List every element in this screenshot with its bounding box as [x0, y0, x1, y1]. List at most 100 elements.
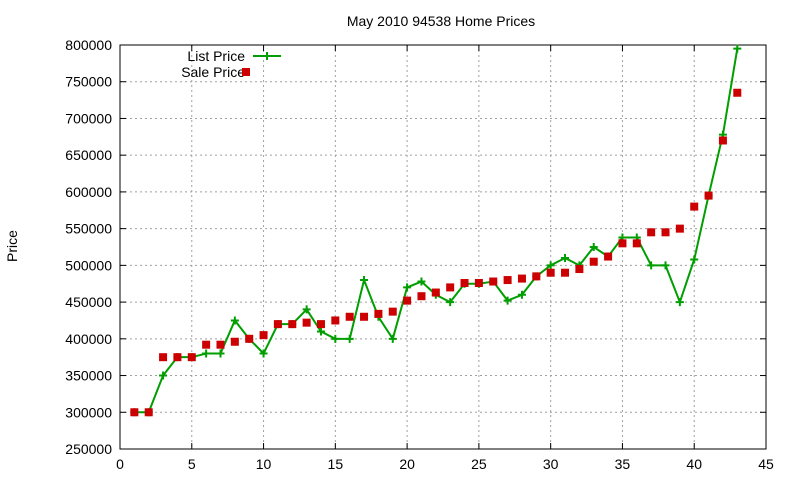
list-price-point — [647, 261, 656, 270]
legend-marker-list-price — [263, 52, 271, 60]
list-price-point — [417, 277, 426, 286]
list-price-point — [446, 298, 455, 307]
series-sale-price — [130, 88, 742, 417]
sale-price-point — [388, 307, 397, 316]
sale-price-point — [632, 239, 641, 248]
y-axis-label: Price — [4, 230, 20, 262]
y-tick-label: 650000 — [65, 147, 112, 163]
sale-price-point — [187, 353, 196, 362]
x-tick-label: 15 — [328, 456, 344, 472]
sale-price-point — [159, 353, 168, 362]
sale-price-point — [675, 224, 684, 233]
x-tick-label: 35 — [615, 456, 631, 472]
grid — [120, 45, 766, 449]
sale-price-point — [144, 408, 153, 417]
sale-price-point — [230, 337, 239, 346]
y-tick-label: 600000 — [65, 184, 112, 200]
sale-price-point — [503, 276, 512, 285]
y-tick-label: 800000 — [65, 37, 112, 53]
sale-price-point — [446, 283, 455, 292]
sale-price-point — [517, 274, 526, 283]
list-price-point — [202, 349, 211, 358]
sale-price-point — [331, 316, 340, 325]
chart-title: May 2010 94538 Home Prices — [347, 13, 535, 29]
axis-ticks: 0 5 10 15 20 25 30 35 40 45 250000 300000 350000 4000… — [65, 37, 774, 472]
legend-label-sale-price: Sale Price — [181, 64, 245, 80]
x-tick-label: 0 — [116, 456, 124, 472]
list-price-point — [589, 243, 598, 251]
list-price-point — [316, 327, 325, 336]
y-tick-label: 450000 — [65, 294, 112, 310]
sale-price-point — [316, 320, 325, 329]
sale-price-point — [460, 278, 469, 287]
list-price-point — [159, 371, 168, 380]
sale-price-point — [690, 202, 699, 211]
sale-price-point — [474, 278, 483, 287]
y-tick-label: 300000 — [65, 404, 112, 420]
y-tick-label: 350000 — [65, 368, 112, 384]
x-tick-label: 40 — [686, 456, 702, 472]
sale-price-point — [704, 191, 713, 200]
y-tick-label: 550000 — [65, 221, 112, 237]
list-price-point — [561, 254, 570, 263]
sale-price-point — [374, 309, 383, 318]
sale-price-point — [288, 320, 297, 329]
sale-price-point — [604, 252, 613, 261]
list-price-point — [690, 255, 699, 264]
sale-price-point — [589, 257, 598, 266]
sale-price-point — [718, 136, 727, 145]
sale-price-point — [360, 312, 369, 321]
list-price-point — [216, 349, 225, 358]
y-tick-label: 400000 — [65, 331, 112, 347]
sale-price-point — [489, 277, 498, 286]
sale-price-point — [532, 272, 541, 281]
list-price-point — [360, 276, 369, 285]
legend-marker-sale-price — [242, 68, 250, 76]
sale-price-point — [345, 312, 354, 321]
sale-price-point — [661, 228, 670, 237]
list-price-point — [503, 296, 512, 305]
list-price-point — [517, 290, 526, 299]
sale-price-point — [259, 331, 268, 340]
x-tick-label: 10 — [256, 456, 272, 472]
plot-frame — [119, 44, 767, 450]
list-price-point — [259, 349, 268, 358]
sale-price-point — [216, 340, 225, 349]
x-tick-label: 20 — [399, 456, 415, 472]
sale-price-point — [302, 318, 311, 327]
y-tick-label: 750000 — [65, 74, 112, 90]
sale-price-point — [575, 265, 584, 274]
y-tick-label: 250000 — [65, 441, 112, 457]
list-price-point — [345, 334, 354, 343]
sale-price-point — [417, 292, 426, 301]
list-price-point — [302, 305, 311, 314]
legend-label-list-price: List Price — [187, 48, 245, 64]
list-price-point — [331, 334, 340, 343]
sale-price-point — [273, 320, 282, 329]
list-price-point — [675, 298, 684, 307]
sale-price-point — [173, 353, 182, 362]
sale-price-point — [618, 239, 627, 248]
sale-price-point — [202, 340, 211, 349]
sale-price-point — [561, 268, 570, 277]
y-tick-label: 500000 — [65, 257, 112, 273]
list-price-point — [661, 261, 670, 270]
list-price-point — [733, 44, 742, 53]
x-tick-label: 5 — [188, 456, 196, 472]
list-price-point — [546, 261, 555, 270]
y-tick-label: 700000 — [65, 110, 112, 126]
list-price-point — [230, 316, 239, 325]
list-price-point — [403, 283, 412, 292]
sale-price-point — [733, 88, 742, 97]
x-tick-label: 30 — [543, 456, 559, 472]
list-price-point — [388, 334, 397, 343]
sale-price-point — [130, 408, 139, 417]
sale-price-point — [546, 268, 555, 277]
sale-price-point — [431, 288, 440, 297]
series-layer — [130, 44, 742, 417]
x-tick-label: 45 — [758, 456, 774, 472]
sale-price-point — [245, 334, 254, 343]
sale-price-point — [647, 228, 656, 237]
